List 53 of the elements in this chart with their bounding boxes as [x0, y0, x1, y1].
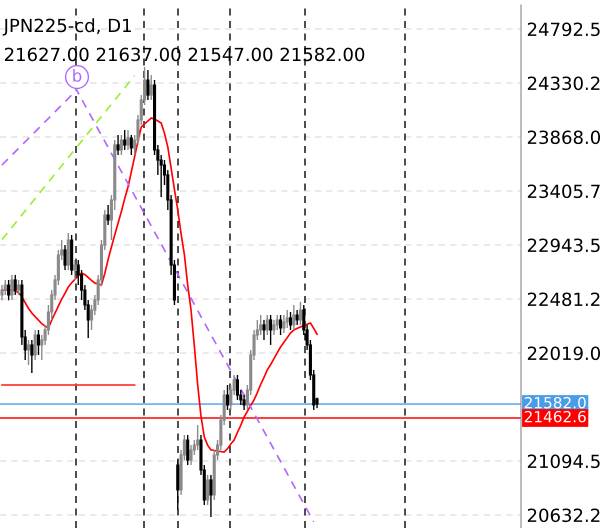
candlestick — [63, 244, 67, 271]
y-tick-label: 20632.2 — [528, 508, 600, 522]
annotation: b — [73, 68, 82, 82]
candlestick — [266, 314, 269, 336]
candlestick — [126, 129, 130, 151]
candlestick — [206, 474, 210, 506]
candlestick — [26, 339, 30, 366]
candlestick — [73, 259, 76, 281]
candlestick — [272, 319, 276, 336]
candlestick — [262, 319, 266, 341]
candlestick — [36, 329, 40, 356]
candlestick — [120, 134, 123, 156]
candlestick — [123, 129, 126, 151]
candlestick — [242, 394, 246, 411]
y-tick-label: 23868.0 — [528, 130, 600, 144]
candlestick — [282, 314, 286, 334]
candlestick — [259, 314, 262, 336]
candlestick — [17, 279, 20, 296]
text: 21627.00 21637.00 21547.00 21582.00 — [4, 48, 364, 62]
ref-line-label: 21582.0 — [524, 396, 586, 408]
candlestick — [116, 134, 120, 156]
y-tick-label: 22943.5 — [528, 238, 600, 252]
candlestick — [288, 311, 292, 331]
candlestick — [296, 309, 299, 326]
candlestick — [7, 279, 10, 302]
candlestick — [269, 314, 272, 346]
ref-line-label: 21462.6 — [524, 410, 586, 422]
text: JPN225-cd, D1 — [2, 18, 131, 36]
y-tick-label: 24330.2 — [528, 76, 600, 90]
candlestick — [276, 314, 279, 331]
y-tick-label: 23405.7 — [528, 184, 600, 198]
candlestick — [209, 474, 212, 518]
y-tick-label: 22019.0 — [528, 346, 600, 360]
candlestick — [130, 134, 133, 156]
candlestick — [14, 274, 17, 296]
y-tick-label: 21094.5 — [528, 454, 600, 468]
candlestick — [34, 329, 37, 361]
candlestick — [30, 339, 34, 374]
y-tick-label: 24792.5 — [528, 22, 600, 36]
candlestick — [298, 301, 302, 326]
candlestick — [186, 434, 190, 466]
candlestick — [279, 314, 282, 336]
candlestick — [150, 74, 153, 101]
candlestick — [236, 374, 239, 401]
candlestick — [0, 284, 4, 302]
candlestick — [146, 69, 150, 101]
candlestick — [189, 444, 193, 466]
candlestick — [292, 304, 296, 331]
candlestick — [10, 274, 14, 301]
candlestick — [196, 424, 200, 451]
candlestick — [106, 204, 110, 226]
candlestick — [286, 309, 289, 329]
y-tick-label: 22481.2 — [528, 292, 600, 306]
